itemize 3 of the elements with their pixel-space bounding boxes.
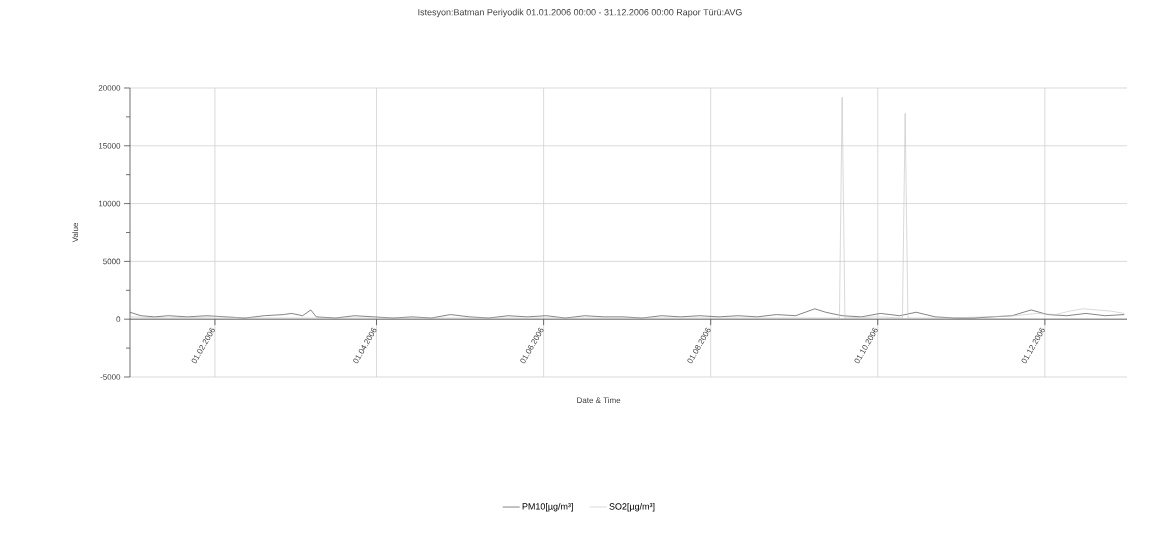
legend-label: SO2[µg/m³] (609, 503, 655, 512)
legend-label: PM10[µg/m³] (522, 503, 573, 512)
chart-title: Istesyon:Batman Periyodik 01.01.2006 00:00 - 31.12.2006 00:00 Rapor Türü:AVG (418, 8, 742, 18)
